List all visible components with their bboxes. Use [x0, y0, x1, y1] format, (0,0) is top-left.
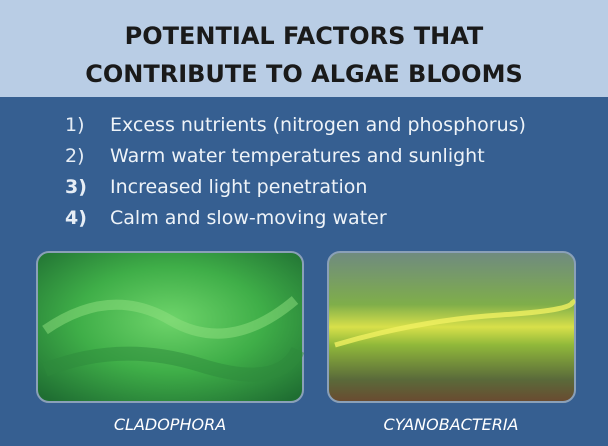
title-line: POTENTIAL FACTORS THAT	[125, 22, 484, 50]
item-number: 2)	[65, 145, 85, 167]
cyanobacteria-image	[327, 251, 576, 403]
title-line: CONTRIBUTE TO ALGAE BLOOMS	[85, 60, 523, 88]
image-texture	[42, 346, 305, 382]
item-text: Calm and slow-moving water	[110, 207, 387, 229]
item-text: Increased light penetration	[110, 176, 367, 198]
factor-list: 1) Excess nutrients (nitrogen and phospho…	[65, 114, 526, 229]
image-caption: CLADOPHORA	[114, 415, 226, 434]
header-band	[0, 0, 608, 97]
item-text: Warm water temperatures and sunlight	[110, 145, 485, 167]
item-number: 4)	[65, 207, 87, 229]
cladophora-image	[36, 251, 304, 403]
item-number: 3)	[65, 176, 87, 198]
image-caption: CYANOBACTERIA	[384, 415, 519, 434]
item-number: 1)	[65, 114, 85, 136]
image-texture	[334, 298, 576, 348]
image-texture	[42, 296, 299, 339]
item-text: Excess nutrients (nitrogen and phosphoru…	[110, 114, 526, 136]
